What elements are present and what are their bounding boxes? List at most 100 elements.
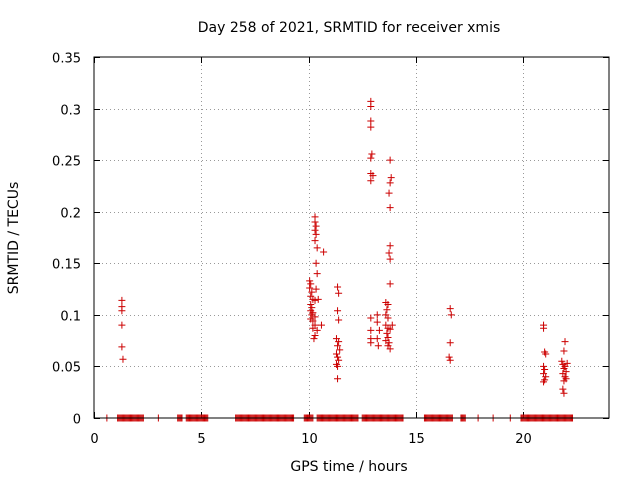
data-point xyxy=(386,325,394,333)
data-point xyxy=(311,313,319,321)
data-point xyxy=(367,123,375,131)
y-tick-label: 0.25 xyxy=(52,155,81,170)
data-point xyxy=(119,355,127,363)
data-point xyxy=(320,248,328,256)
data-point xyxy=(383,306,391,314)
data-point xyxy=(307,301,315,309)
data-point xyxy=(386,255,394,263)
data-point xyxy=(336,346,344,354)
data-point xyxy=(386,204,394,212)
data-point xyxy=(540,324,548,332)
data-point xyxy=(311,296,319,304)
y-tick-label: 0.35 xyxy=(52,52,81,67)
y-tick-label: 0.3 xyxy=(60,104,81,119)
data-point xyxy=(560,377,568,385)
data-point xyxy=(367,154,375,162)
data-point xyxy=(335,356,343,364)
y-tick-label: 0.2 xyxy=(60,207,81,222)
data-point xyxy=(306,277,314,285)
grid-lines xyxy=(94,57,609,418)
data-point xyxy=(312,222,320,230)
data-point xyxy=(309,324,317,332)
data-point xyxy=(373,335,381,343)
data-point xyxy=(386,156,394,164)
data-point xyxy=(386,179,394,187)
data-point xyxy=(118,296,126,304)
plot-frame xyxy=(93,56,610,419)
data-point xyxy=(334,353,342,361)
data-point xyxy=(446,305,454,313)
data-point xyxy=(308,304,316,312)
x-axis-label: GPS time / hours xyxy=(290,459,407,475)
data-point xyxy=(311,237,319,245)
data-point xyxy=(385,249,393,257)
data-point xyxy=(373,318,381,326)
y-tick-label: 0.05 xyxy=(52,361,81,376)
data-point xyxy=(314,295,322,303)
data-point xyxy=(561,338,569,346)
x-tick-label: 0 xyxy=(90,432,98,447)
data-point xyxy=(388,321,396,329)
data-point xyxy=(332,350,340,358)
data-point xyxy=(311,218,319,226)
data-point xyxy=(446,339,454,347)
chart-title: Day 258 of 2021, SRMTID for receiver xmi… xyxy=(198,20,501,36)
data-point xyxy=(118,307,126,315)
data-point xyxy=(385,189,393,197)
data-point xyxy=(311,226,319,234)
y-axis-label: SRMTID / TECUs xyxy=(6,182,22,295)
data-point xyxy=(386,280,394,288)
data-point xyxy=(334,307,342,315)
x-tick-label: 5 xyxy=(197,432,205,447)
y-tick-label: 0.1 xyxy=(60,310,81,325)
data-point xyxy=(367,177,375,185)
data-point xyxy=(369,172,377,180)
data-point xyxy=(374,342,382,350)
data-point xyxy=(313,326,321,334)
data-point xyxy=(367,339,375,347)
data-point xyxy=(542,350,550,358)
data-point xyxy=(542,373,550,381)
data-point xyxy=(373,311,381,319)
data-point xyxy=(334,362,342,370)
data-point xyxy=(312,285,320,293)
data-point xyxy=(306,284,314,292)
data-point xyxy=(447,311,455,319)
y-tick-labels: 0 0.05 0.1 0.15 0.2 0.25 0.3 0.35 xyxy=(52,52,81,428)
data-point xyxy=(335,316,343,324)
data-point xyxy=(317,321,325,329)
data-point xyxy=(335,338,343,346)
data-point xyxy=(334,375,342,383)
x-tick-label: 10 xyxy=(301,432,318,447)
data-point xyxy=(313,270,321,278)
data-point xyxy=(308,288,316,296)
data-point xyxy=(367,314,375,322)
data-point xyxy=(311,331,319,339)
data-point xyxy=(334,283,342,291)
x-tick-label: 15 xyxy=(408,432,425,447)
data-point xyxy=(387,174,395,182)
y-tick-label: 0.15 xyxy=(52,258,81,273)
data-point xyxy=(367,103,375,111)
data-point xyxy=(540,362,548,370)
data-point xyxy=(563,359,571,367)
data-point xyxy=(367,326,375,334)
data-point xyxy=(560,347,568,355)
data-point xyxy=(384,314,392,322)
data-point xyxy=(118,343,126,351)
data-point xyxy=(385,339,393,347)
data-point xyxy=(446,356,454,364)
data-point xyxy=(541,366,549,374)
data-point xyxy=(367,117,375,125)
data-point xyxy=(386,242,394,250)
data-point xyxy=(375,326,383,334)
data-point xyxy=(310,335,318,343)
data-point xyxy=(309,317,317,325)
data-point xyxy=(307,280,315,288)
data-point xyxy=(540,378,548,386)
data-point xyxy=(368,150,376,158)
data-point xyxy=(558,357,566,365)
data-point xyxy=(386,345,394,353)
data-point xyxy=(118,321,126,329)
